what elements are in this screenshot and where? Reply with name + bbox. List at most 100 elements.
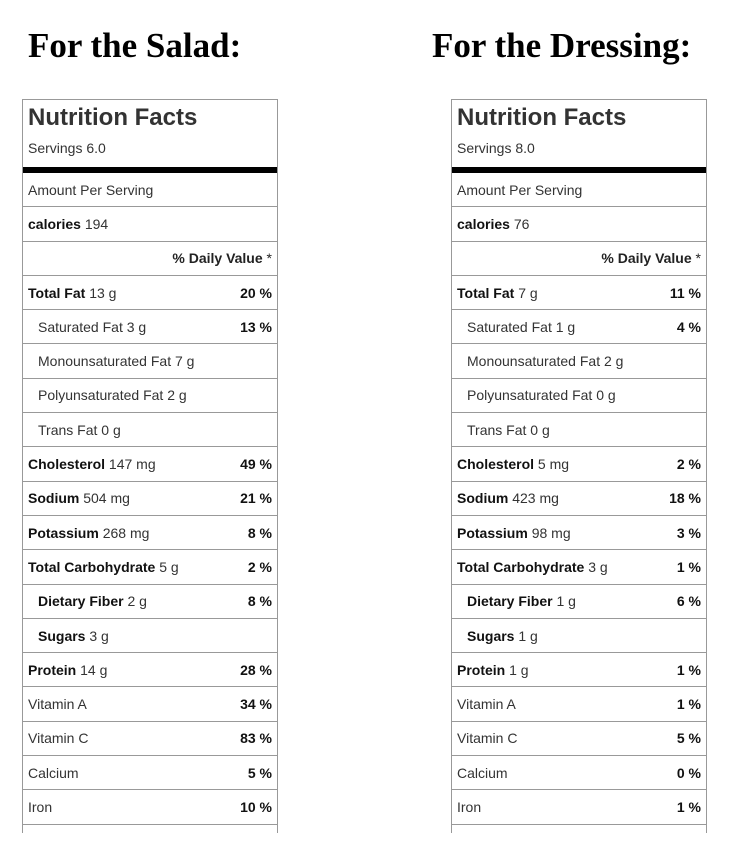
nutrient-daily-value: 1 % [676, 661, 701, 678]
nutrient-daily-value: 34 % [240, 696, 272, 713]
nutrient-row: Calcium 0 % [452, 756, 706, 791]
daily-value-header: % Daily Value [601, 250, 692, 267]
nutrient-daily-value: 2 % [676, 456, 701, 473]
nutrient-label: Vitamin A [28, 696, 87, 713]
nutrient-row: Vitamin A 1 % [452, 687, 706, 722]
nutrition-facts-title: Nutrition Facts [457, 104, 627, 131]
nutrient-row: Saturated Fat 3 g 13 % [23, 310, 277, 345]
nutrient-amount: 2 g [167, 387, 187, 404]
nutrient-label: Polyunsaturated Fat [38, 387, 164, 404]
calories-value: 194 [84, 215, 109, 232]
nutrient-amount: 504 mg [83, 490, 130, 507]
nutrient-row: Vitamin C 83 % [23, 722, 277, 757]
nutrient-row: Protein 1 g 1 % [452, 653, 706, 688]
nutrition-facts-title: Nutrition Facts [28, 104, 198, 131]
nutrient-daily-value: 1 % [676, 696, 701, 713]
nutrient-amount: 7 g [174, 353, 195, 370]
nutrient-row: Sodium 504 mg 21 % [23, 482, 277, 516]
nutrient-row: Trans Fat 0 g [452, 413, 706, 448]
nutrient-label: Protein [457, 661, 506, 678]
nutrient-daily-value: 11 % [669, 284, 701, 301]
nutrient-amount: 98 mg [531, 524, 571, 541]
nutrient-row: Cholesterol 5 mg 2 % [452, 447, 706, 482]
nutrient-amount: 0 g [101, 421, 121, 438]
nutrient-row: Sugars 1 g [452, 619, 706, 654]
calories-row: calories 194 [23, 207, 277, 242]
nutrient-label: Vitamin A [457, 696, 516, 713]
nutrient-row: Total Carbohydrate 3 g 1 % [452, 550, 706, 585]
nutrient-daily-value: 49 % [240, 456, 272, 473]
nutrient-label: Iron [457, 798, 482, 815]
nutrient-label: Cholesterol [457, 456, 535, 473]
nutrient-amount: 7 g [518, 284, 538, 301]
nutrient-label: Sugars [467, 627, 515, 644]
nutrient-label: Trans Fat [467, 421, 527, 438]
nutrient-label: Saturated Fat [467, 318, 552, 335]
nutrient-row: Dietary Fiber 1 g 6 % [452, 585, 706, 619]
amount-per-serving-row: Amount Per Serving [452, 173, 706, 208]
nutrient-label: Total Carbohydrate [457, 558, 585, 575]
nutrient-label: Sodium [28, 490, 80, 507]
nutrient-daily-value: 18 % [669, 490, 701, 507]
nutrient-daily-value: 1 % [676, 558, 701, 575]
nutrient-daily-value: 5 % [676, 730, 701, 747]
nutrient-row: Protein 14 g 28 % [23, 653, 277, 688]
thick-divider [452, 167, 706, 173]
nutrient-row: Monounsaturated Fat 2 g [452, 344, 706, 379]
nutrient-row: Cholesterol 147 mg 49 % [23, 447, 277, 482]
nutrient-row: Calcium 5 % [23, 756, 277, 791]
calories-label: calories [457, 215, 510, 232]
nutrient-amount: 13 g [89, 284, 117, 301]
nutrient-row: Dietary Fiber 2 g 8 % [23, 585, 277, 619]
nutrient-row: Trans Fat 0 g [23, 413, 277, 448]
nutrient-row: Sodium 423 mg 18 % [452, 482, 706, 516]
nutrient-daily-value: 1 % [676, 798, 701, 815]
nutrient-amount: 1 g [556, 593, 576, 610]
nutrient-row: Monounsaturated Fat 7 g [23, 344, 277, 379]
nutrient-rows: Total Fat 7 g 11 % Saturated Fat 1 g 4 % Mon… [452, 276, 706, 825]
nutrient-label: Total Carbohydrate [28, 558, 156, 575]
nutrient-row: Polyunsaturated Fat 2 g [23, 379, 277, 414]
nutrient-label: Sugars [38, 627, 86, 644]
servings: Servings 6.0 [28, 140, 106, 156]
nutrient-label: Total Fat [28, 284, 86, 301]
salad-heading: For the Salad: [28, 26, 242, 65]
nutrient-label: Saturated Fat [38, 318, 123, 335]
nutrient-amount: 268 mg [102, 524, 150, 541]
nutrient-daily-value: 3 % [676, 524, 701, 541]
nutrient-row: Polyunsaturated Fat 0 g [452, 379, 706, 414]
thick-divider [23, 167, 277, 173]
nutrient-row: Iron 10 % [23, 790, 277, 825]
nutrient-row: Total Fat 7 g 11 % [452, 276, 706, 311]
dressing-nutrition-panel: Nutrition Facts Servings 8.0 Amount Per … [451, 99, 707, 833]
nutrient-amount: 3 g [588, 558, 608, 575]
nutrient-daily-value: 83 % [240, 730, 272, 747]
daily-value-header-row: % Daily Value * [452, 242, 706, 276]
nutrient-label: Potassium [457, 524, 528, 541]
nutrient-row: Potassium 98 mg 3 % [452, 516, 706, 551]
nutrient-row: Iron 1 % [452, 790, 706, 825]
nutrient-amount: 2 g [127, 593, 147, 610]
nutrient-daily-value: 10 % [240, 798, 272, 815]
nutrient-daily-value: 8 % [247, 524, 272, 541]
nutrient-amount: 423 mg [512, 490, 559, 507]
nutrient-amount: 3 g [126, 318, 147, 335]
nutrient-row: Total Fat 13 g 20 % [23, 276, 277, 311]
nutrient-row: Sugars 3 g [23, 619, 277, 654]
nutrient-label: Vitamin C [28, 730, 89, 747]
nutrient-row: Total Carbohydrate 5 g 2 % [23, 550, 277, 585]
nutrient-row: Vitamin A 34 % [23, 687, 277, 722]
nutrient-daily-value: 13 % [240, 318, 272, 335]
nutrient-label: Dietary Fiber [467, 593, 553, 610]
nutrient-daily-value: 5 % [247, 764, 272, 781]
amount-per-serving-label: Amount Per Serving [457, 181, 583, 198]
daily-value-header-row: % Daily Value * [23, 242, 277, 276]
nutrient-daily-value: 20 % [240, 284, 272, 301]
calories-label: calories [28, 215, 81, 232]
nutrient-amount: 1 g [509, 661, 529, 678]
nutrient-rows: Total Fat 13 g 20 % Saturated Fat 3 g 13 % M… [23, 276, 277, 825]
nutrient-row: Saturated Fat 1 g 4 % [452, 310, 706, 345]
calories-row: calories 76 [452, 207, 706, 242]
calories-value: 76 [513, 215, 530, 232]
nutrient-daily-value: 6 % [676, 593, 701, 610]
